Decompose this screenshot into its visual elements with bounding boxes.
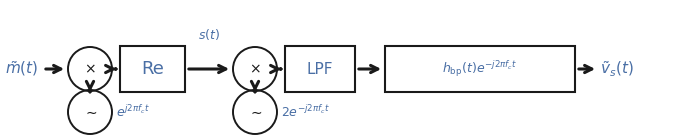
Text: $\tilde{m}(t)$: $\tilde{m}(t)$ bbox=[5, 59, 38, 79]
Text: $h_{\mathrm{bp}}(t)e^{-j2\pi f_c t}$: $h_{\mathrm{bp}}(t)e^{-j2\pi f_c t}$ bbox=[442, 59, 517, 79]
FancyBboxPatch shape bbox=[120, 46, 185, 92]
FancyBboxPatch shape bbox=[285, 46, 355, 92]
Text: $e^{j2\pi f_c t}$: $e^{j2\pi f_c t}$ bbox=[116, 104, 150, 120]
Text: $\sim$: $\sim$ bbox=[83, 105, 97, 119]
Text: LPF: LPF bbox=[307, 62, 333, 76]
FancyBboxPatch shape bbox=[385, 46, 575, 92]
Text: Re: Re bbox=[141, 60, 164, 78]
Text: $2e^{-j2\pi f_c t}$: $2e^{-j2\pi f_c t}$ bbox=[281, 104, 330, 120]
Text: $\times$: $\times$ bbox=[249, 62, 261, 76]
Text: $\times$: $\times$ bbox=[84, 62, 96, 76]
Text: $\tilde{v}_s(t)$: $\tilde{v}_s(t)$ bbox=[600, 59, 634, 79]
Text: $s(t)$: $s(t)$ bbox=[198, 27, 220, 42]
Text: $\sim$: $\sim$ bbox=[248, 105, 262, 119]
